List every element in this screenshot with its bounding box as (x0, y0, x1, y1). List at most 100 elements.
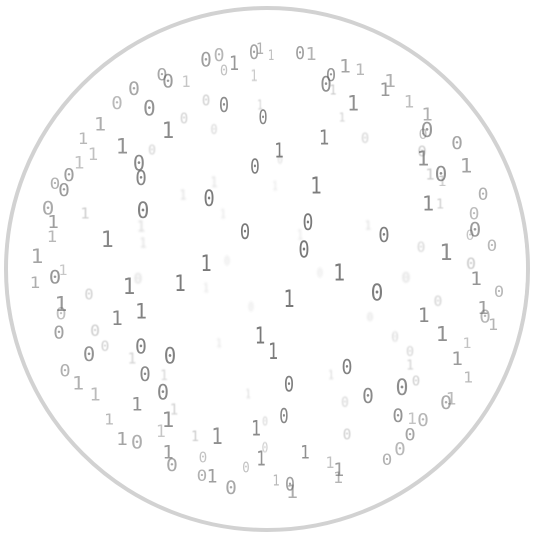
binary-digit: 0 (166, 454, 179, 476)
binary-digit: 1 (116, 429, 128, 450)
binary-digit: 1 (93, 114, 106, 136)
binary-digit: 0 (468, 203, 480, 224)
binary-digit: 0 (486, 236, 498, 256)
binary-digit: 1 (407, 409, 418, 429)
binary-digit: 1 (111, 307, 124, 331)
binary-digit: 1 (329, 82, 337, 99)
binary-digit: 1 (451, 349, 464, 371)
binary-digit: 1 (173, 271, 186, 298)
binary-digit: 1 (250, 67, 258, 86)
binary-digit: 1 (72, 374, 85, 396)
binary-digit: 1 (29, 272, 41, 292)
binary-digit: 0 (394, 439, 406, 461)
binary-digit: 1 (420, 104, 433, 125)
binary-digit: 1 (338, 109, 346, 125)
binary-digit: 1 (127, 349, 137, 368)
binary-digit: 0 (404, 425, 416, 446)
binary-digit: 1 (325, 453, 335, 473)
binary-digit: 1 (297, 228, 304, 244)
binary-digit: 1 (47, 212, 60, 234)
binary-digit: 0 (302, 209, 314, 236)
binary-digit: 1 (318, 126, 330, 151)
binary-digit: 1 (267, 339, 278, 366)
binary-digit: 0 (440, 392, 453, 414)
binary-digit: 0 (63, 164, 76, 186)
binary-digit: 0 (82, 343, 95, 367)
binary-digit: 0 (261, 439, 269, 457)
binary-digit: 0 (100, 338, 110, 355)
binary-digit: 0 (416, 410, 429, 432)
binary-digit: 1 (445, 388, 457, 409)
binary-digit: 1 (216, 336, 223, 351)
binary-digit: 0 (401, 270, 410, 288)
binary-digit: 1 (199, 250, 212, 277)
binary-digit: 1 (435, 321, 448, 346)
binary-digit: 1 (115, 134, 129, 159)
binary-digit: 1 (459, 153, 473, 177)
binary-digit: 1 (462, 336, 472, 353)
binary-digit: 0 (111, 92, 123, 114)
binary-digit: 1 (384, 70, 397, 92)
binary-digit: 1 (179, 188, 187, 204)
binary-digit: 0 (198, 448, 207, 467)
binary-digit: 1 (416, 146, 430, 171)
binary-digit: 0 (341, 395, 350, 412)
binary-digit: 1 (283, 284, 295, 313)
binary-digit: 1 (437, 173, 447, 190)
binary-digit: 1 (254, 321, 265, 350)
binary-digit: 0 (58, 179, 71, 201)
binary-digit: 1 (190, 429, 199, 446)
binary-digit: 1 (305, 43, 317, 65)
binary-digit: 1 (477, 298, 489, 320)
binary-digit: 1 (80, 204, 91, 223)
binary-digit: 0 (478, 184, 489, 204)
binary-digit: 0 (84, 285, 94, 304)
binary-digit: 1 (210, 175, 218, 192)
binary-digit: 0 (411, 374, 420, 390)
binary-digit: 0 (406, 343, 415, 360)
binary-digit: 1 (333, 459, 345, 481)
binary-digit: 0 (361, 130, 370, 147)
binary-digit: 0 (417, 142, 427, 161)
binary-digit: 0 (213, 45, 225, 67)
binary-digit: 0 (136, 197, 150, 224)
binary-digit: 1 (256, 447, 266, 472)
binary-digit: 1 (54, 291, 68, 316)
binary-digit: 1 (155, 421, 166, 441)
sphere-disc (4, 6, 530, 532)
binary-digit: 0 (284, 474, 295, 496)
binary-digit: 0 (50, 174, 61, 194)
binary-digit: 0 (250, 154, 261, 179)
binary-digit: 0 (131, 432, 144, 454)
binary-digit: 0 (248, 299, 255, 315)
binary-digit: 1 (161, 117, 175, 144)
binary-digit: 1 (332, 467, 343, 487)
binary-digit: 1 (347, 90, 360, 116)
binary-digit: 0 (156, 65, 168, 86)
binary-digit: 0 (90, 321, 101, 341)
binary-digit: 1 (462, 368, 473, 387)
binary-digit: 1 (256, 38, 265, 58)
binary-digit: 1 (403, 91, 415, 112)
binary-digit: 1 (436, 196, 445, 212)
binary-digit: 1 (161, 407, 175, 433)
binary-digit: 1 (251, 416, 262, 442)
binary-digit: 1 (417, 304, 430, 328)
binary-digit: 0 (361, 383, 374, 408)
binary-digit: 0 (196, 466, 208, 486)
binary-digit: 1 (162, 442, 174, 464)
binary-digit: 0 (297, 237, 310, 264)
binary-digit: 0 (262, 414, 269, 430)
binary-digit: 1 (421, 191, 434, 216)
binary-digit: 1 (58, 262, 69, 279)
binary-digit: 1 (378, 80, 391, 102)
binary-digit: 1 (333, 258, 346, 287)
binary-digit: 0 (248, 40, 260, 64)
binary-digit: 1 (181, 72, 192, 92)
binary-digit: 1 (139, 236, 147, 252)
binary-digit: 0 (378, 222, 390, 247)
binary-digit: 1 (219, 206, 226, 221)
binary-digit: 1 (122, 275, 136, 301)
binary-digit: 1 (87, 145, 99, 165)
